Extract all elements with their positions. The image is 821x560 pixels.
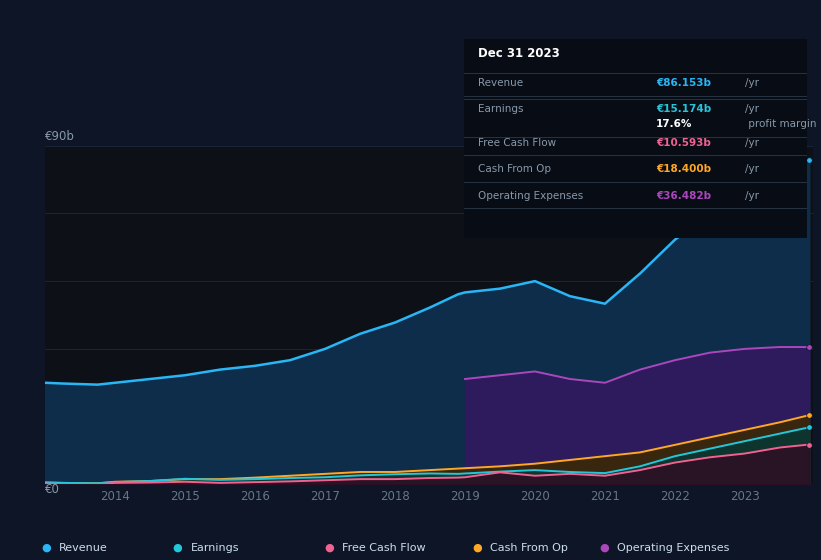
Text: ●: ● [599,543,609,553]
Text: Cash From Op: Cash From Op [490,543,568,553]
Text: €0: €0 [45,483,60,496]
Text: Cash From Op: Cash From Op [478,164,551,174]
Text: €15.174b: €15.174b [656,105,711,114]
Text: Dec 31 2023: Dec 31 2023 [478,47,559,60]
Text: /yr: /yr [745,190,759,200]
Text: /yr: /yr [745,105,759,114]
Text: Revenue: Revenue [478,78,523,88]
Text: Operating Expenses: Operating Expenses [478,190,583,200]
Text: Earnings: Earnings [478,105,523,114]
Text: 17.6%: 17.6% [656,119,692,129]
Text: Operating Expenses: Operating Expenses [617,543,730,553]
Text: Revenue: Revenue [59,543,108,553]
Text: Free Cash Flow: Free Cash Flow [478,138,556,148]
Text: ●: ● [41,543,51,553]
Text: /yr: /yr [745,78,759,88]
Text: /yr: /yr [745,138,759,148]
Text: ●: ● [172,543,182,553]
Text: ●: ● [472,543,482,553]
Text: €90b: €90b [45,130,75,143]
Text: Earnings: Earnings [190,543,239,553]
Text: /yr: /yr [745,164,759,174]
Text: €10.593b: €10.593b [656,138,711,148]
Text: €36.482b: €36.482b [656,190,711,200]
Text: ●: ● [324,543,334,553]
Text: Free Cash Flow: Free Cash Flow [342,543,426,553]
Text: €86.153b: €86.153b [656,78,711,88]
Text: €18.400b: €18.400b [656,164,711,174]
Text: profit margin: profit margin [745,119,817,129]
